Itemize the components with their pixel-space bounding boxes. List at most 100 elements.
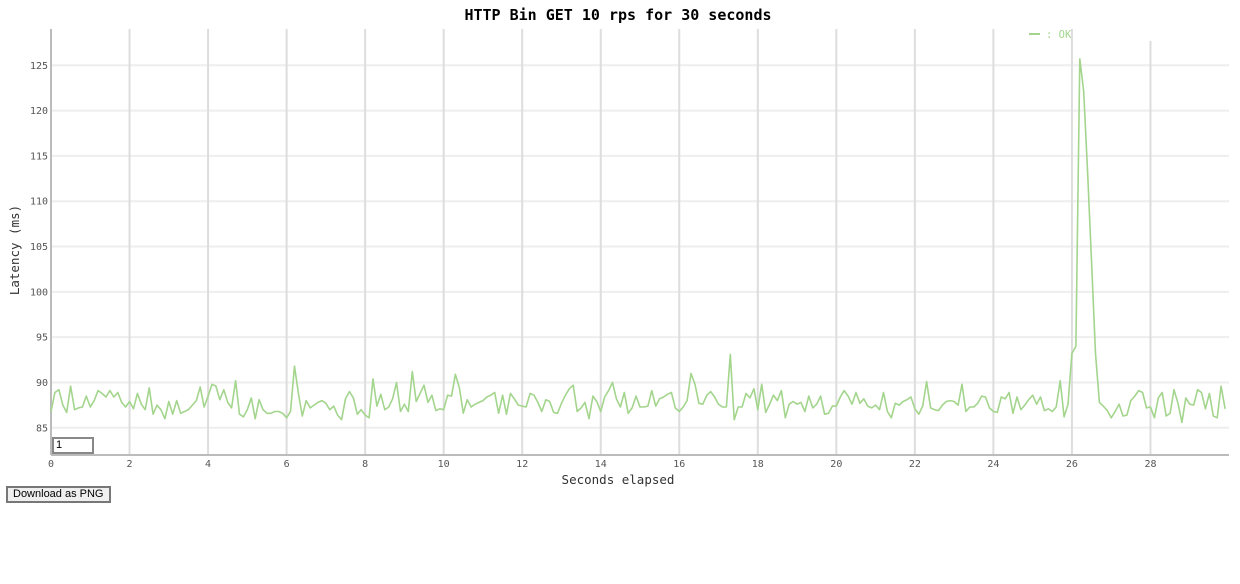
data-point — [820, 395, 822, 397]
data-point — [431, 394, 433, 396]
data-point — [961, 384, 963, 386]
data-point — [105, 396, 107, 398]
data-point — [1130, 400, 1132, 402]
x-tick-label-10: 10 — [438, 459, 450, 470]
data-point — [1087, 171, 1089, 173]
data-point — [545, 399, 547, 401]
data-point — [702, 403, 704, 405]
data-point — [282, 413, 284, 415]
data-point — [785, 417, 787, 419]
data-point — [824, 413, 826, 415]
data-point — [270, 413, 272, 415]
data-point — [647, 405, 649, 407]
data-point — [294, 365, 296, 367]
data-point — [97, 390, 99, 392]
data-point — [588, 418, 590, 420]
data-point — [1052, 411, 1054, 413]
data-point — [506, 413, 508, 415]
data-point — [1016, 396, 1018, 398]
data-point — [235, 380, 237, 382]
data-point — [62, 404, 64, 406]
data-point — [423, 384, 425, 386]
data-point — [404, 403, 406, 405]
data-point — [997, 412, 999, 414]
data-point — [274, 411, 276, 413]
x-tick-label-4: 4 — [205, 459, 211, 470]
data-point — [266, 413, 268, 415]
data-point — [74, 409, 76, 411]
data-point — [1201, 392, 1203, 394]
x-tick-label-16: 16 — [673, 459, 685, 470]
data-point — [1004, 398, 1006, 400]
data-point — [1063, 416, 1065, 418]
data-point — [392, 398, 394, 400]
data-point — [305, 400, 307, 402]
data-point — [745, 393, 747, 395]
data-point — [1028, 399, 1030, 401]
data-point — [1169, 413, 1171, 415]
data-point — [1134, 395, 1136, 397]
data-point — [192, 404, 194, 406]
data-point — [898, 404, 900, 406]
data-point — [643, 406, 645, 408]
data-point — [891, 417, 893, 419]
data-point — [141, 403, 143, 405]
data-point — [90, 406, 92, 408]
data-point — [792, 401, 794, 403]
data-point — [199, 386, 201, 388]
data-point — [690, 373, 692, 375]
data-point — [973, 406, 975, 408]
data-point — [129, 401, 131, 403]
data-point — [455, 374, 457, 376]
data-point — [1048, 408, 1050, 410]
data-point — [549, 401, 551, 403]
data-point — [82, 406, 84, 408]
data-point — [934, 409, 936, 411]
data-point — [718, 403, 720, 405]
data-point — [985, 396, 987, 398]
data-point — [863, 398, 865, 400]
data-point — [800, 402, 802, 404]
data-point — [749, 397, 751, 399]
data-point — [357, 413, 359, 415]
data-point — [443, 409, 445, 411]
data-point — [679, 411, 681, 413]
data-point — [733, 419, 735, 421]
data-point — [466, 399, 468, 401]
data-point — [463, 413, 465, 415]
x-tick-label-14: 14 — [595, 459, 607, 470]
data-point — [592, 395, 594, 397]
data-point — [125, 406, 127, 408]
data-point — [1055, 406, 1057, 408]
data-point — [502, 394, 504, 396]
data-point — [883, 392, 885, 394]
data-point — [54, 392, 56, 394]
y-tick-label-115: 115 — [30, 151, 48, 162]
data-point — [364, 414, 366, 416]
data-point — [1103, 405, 1105, 407]
data-point — [78, 407, 80, 409]
data-point — [816, 403, 818, 405]
data-point — [706, 394, 708, 396]
download-png-button[interactable]: Download as PNG — [6, 486, 111, 503]
data-point — [1181, 422, 1183, 424]
data-point — [302, 415, 304, 417]
data-point — [906, 399, 908, 401]
data-point — [1146, 407, 1148, 409]
data-point — [388, 406, 390, 408]
data-point — [1224, 408, 1226, 410]
data-point — [1040, 396, 1042, 398]
data-point — [219, 399, 221, 401]
data-point — [1173, 389, 1175, 391]
data-point — [353, 397, 355, 399]
data-point — [321, 400, 323, 402]
data-point — [525, 406, 527, 408]
smoothing-input[interactable] — [52, 437, 94, 454]
data-point — [977, 403, 979, 405]
data-point — [576, 411, 578, 413]
data-point — [1205, 408, 1207, 410]
data-point — [675, 407, 677, 409]
data-point — [651, 390, 653, 392]
data-point — [667, 394, 669, 396]
data-point — [981, 395, 983, 397]
